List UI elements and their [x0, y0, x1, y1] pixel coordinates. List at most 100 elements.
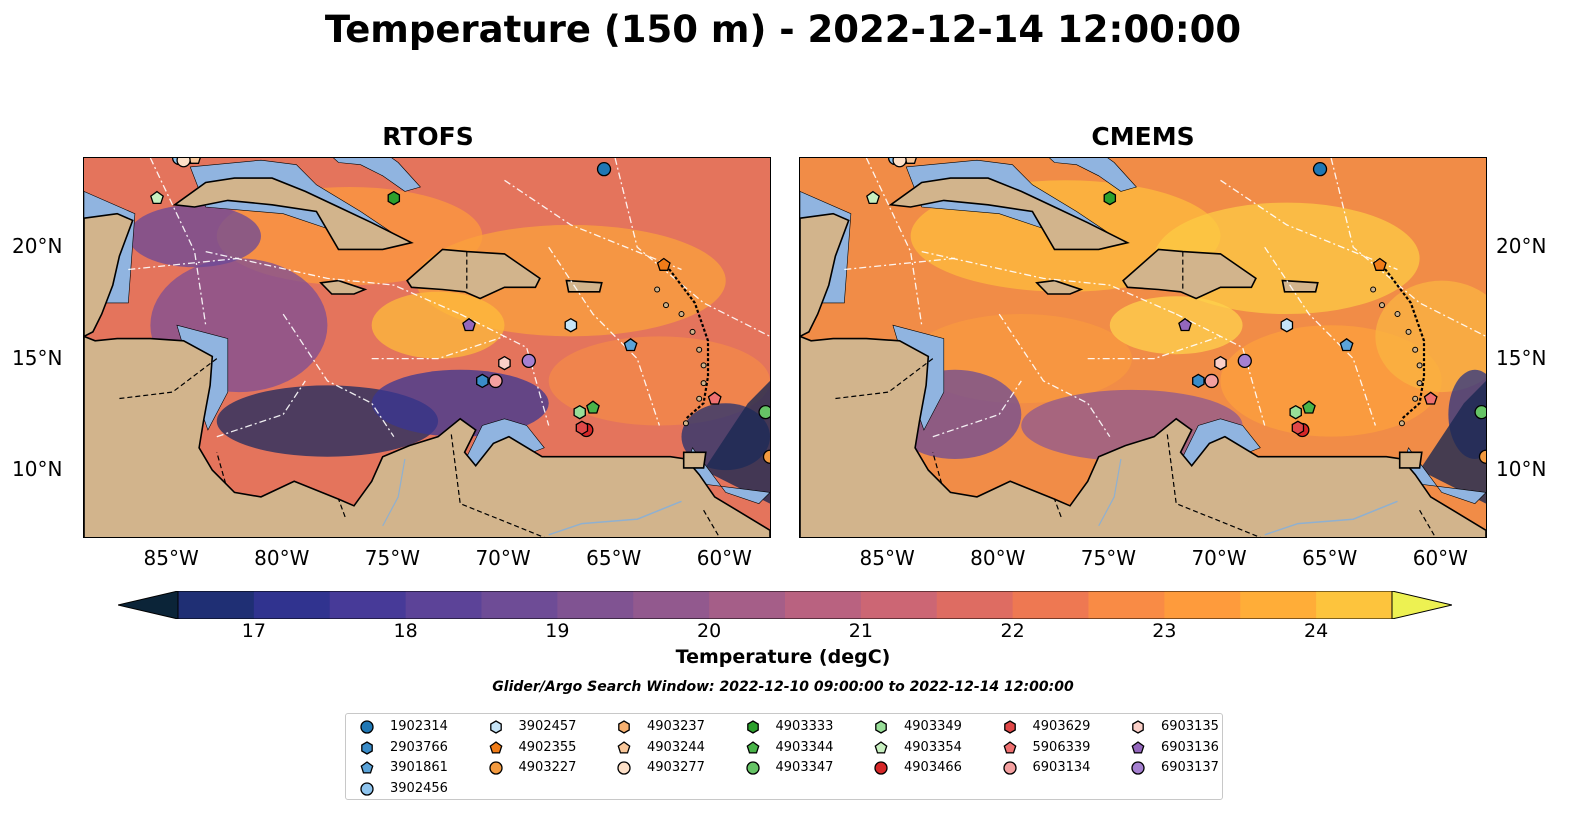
legend-marker-icon — [1003, 720, 1016, 734]
legend-label: 3902456 — [390, 780, 448, 796]
legend-marker-4903466 — [874, 761, 888, 775]
legend-marker-icon — [746, 720, 759, 734]
lon-tick-label-cmems: 85°W — [859, 546, 915, 570]
lon-tick-label-rtofs: 75°W — [364, 546, 421, 570]
legend-marker-icon — [1003, 740, 1016, 754]
float-marker-4903277 — [892, 158, 907, 168]
lat-tick-label-left: 10°N — [12, 457, 63, 482]
map-cmems[interactable] — [799, 157, 1487, 538]
legend-marker-6903136 — [1131, 740, 1145, 754]
legend-marker-icon — [746, 740, 759, 754]
float-marker-6903137 — [1237, 353, 1252, 369]
float-marker-1902314 — [596, 161, 612, 177]
legend-label: 2903766 — [390, 739, 448, 755]
legend-marker-4903227 — [488, 761, 503, 775]
lon-tick-label-rtofs: 65°W — [586, 546, 642, 570]
float-marker-4902355 — [1372, 257, 1387, 271]
lat-tick-label-right: 10°N — [1496, 457, 1547, 482]
lon-tick-label-cmems: 75°W — [1080, 546, 1137, 570]
legend-label: 4903237 — [647, 719, 705, 734]
legend-label: 4903333 — [775, 719, 834, 734]
legend-marker-3902457 — [489, 720, 502, 734]
legend-label: 3902457 — [518, 719, 577, 734]
legend-label: 6903135 — [1161, 719, 1219, 734]
legend-marker-4903354 — [874, 740, 888, 754]
legend-marker-2903766 — [361, 740, 373, 755]
legend-marker-icon — [617, 761, 631, 775]
lon-tick-label-cmems: 65°W — [1302, 546, 1358, 570]
colorbar-tick-label: 22 — [1000, 620, 1025, 642]
legend-marker-4903629 — [1003, 720, 1016, 734]
legend-marker-4903237 — [618, 720, 630, 734]
float-marker-6903134 — [1204, 373, 1219, 389]
legend-marker-6903134 — [1002, 761, 1017, 775]
colorbar-tick-label: 24 — [1304, 620, 1329, 642]
legend-marker-icon — [489, 720, 502, 734]
legend-marker-5906339 — [1003, 740, 1016, 754]
colorbar-tick-label: 21 — [848, 620, 873, 642]
legend-label: 6903136 — [1161, 739, 1219, 755]
legend-label: 4902355 — [518, 739, 577, 755]
legend-marker-icon — [1131, 761, 1145, 775]
legend-marker-icon — [617, 740, 631, 754]
legend-marker-4903244 — [617, 740, 631, 754]
legend-marker-4902355 — [489, 740, 502, 754]
legend-marker-4903344 — [746, 740, 759, 754]
legend-label: 4903466 — [904, 760, 962, 775]
lon-tick-label-rtofs: 60°W — [696, 546, 752, 570]
float-marker-4903629 — [575, 420, 589, 436]
legend-marker-icon — [1132, 720, 1144, 734]
legend-marker-3901861 — [360, 761, 374, 774]
float-marker-4903347 — [758, 405, 770, 420]
legend-label: 4903347 — [775, 760, 834, 775]
float-marker-6903134 — [488, 373, 503, 389]
colorbar-tick-label: 18 — [393, 620, 418, 642]
legend-marker-6903137 — [1131, 761, 1145, 775]
colorbar-label: Temperature (degC) — [675, 646, 891, 668]
legend-marker-icon — [1131, 740, 1145, 754]
legend-label: 4903227 — [518, 760, 577, 775]
legend-marker-4903349 — [875, 720, 887, 734]
legend-label: 4903354 — [904, 739, 962, 755]
legend-marker-icon — [745, 761, 760, 775]
legend-marker-3902456 — [360, 781, 374, 796]
map-rtofs[interactable] — [83, 157, 771, 538]
legend-marker-4903347 — [745, 761, 760, 775]
legend-label: 1902314 — [390, 719, 448, 734]
float-marker-4903347 — [1474, 405, 1486, 420]
lat-tick-label-left: 20°N — [12, 234, 63, 259]
lon-tick-label-cmems: 60°W — [1412, 546, 1468, 570]
search-window-text: Glider/Argo Search Window: 2022-12-10 09… — [492, 679, 1074, 695]
legend-marker-icon — [360, 720, 374, 734]
colorbar-tick-label: 23 — [1152, 620, 1177, 642]
legend-label: 4903244 — [647, 739, 705, 755]
float-marker-4903244 — [188, 158, 201, 164]
float-marker-4903349 — [573, 404, 586, 420]
float-marker-3901861 — [1339, 337, 1354, 352]
lat-tick-label-right: 15°N — [1496, 345, 1547, 370]
lat-tick-label-right: 20°N — [1496, 234, 1547, 259]
colorbar — [118, 591, 1452, 619]
legend-marker-4903333 — [746, 720, 759, 734]
float-marker-2903766 — [1192, 373, 1205, 389]
legend-label: 4903344 — [775, 739, 834, 755]
legend-marker-1902314 — [360, 720, 374, 734]
float-marker-4903354 — [150, 190, 164, 205]
float-marker-1902314 — [1312, 161, 1328, 177]
colorbar-tick-label: 17 — [241, 620, 266, 642]
lon-tick-label-rtofs: 85°W — [143, 546, 199, 570]
float-marker-6903135 — [498, 355, 511, 371]
float-marker-3901861 — [623, 337, 638, 352]
legend-marker-icon — [488, 761, 503, 775]
legend-marker-icon — [875, 720, 887, 734]
panel-title-cmems: CMEMS — [1091, 122, 1195, 151]
float-marker-6903135 — [1214, 355, 1227, 371]
float-marker-4902355 — [656, 257, 671, 271]
float-marker-4903344 — [586, 400, 600, 414]
legend-marker-icon — [874, 761, 888, 775]
float-marker-3902457 — [1280, 317, 1294, 333]
float-marker-5906339 — [707, 391, 722, 405]
legend-marker-icon — [489, 740, 502, 754]
legend-label: 6903134 — [1032, 760, 1091, 775]
lon-tick-label-rtofs: 80°W — [254, 546, 310, 570]
